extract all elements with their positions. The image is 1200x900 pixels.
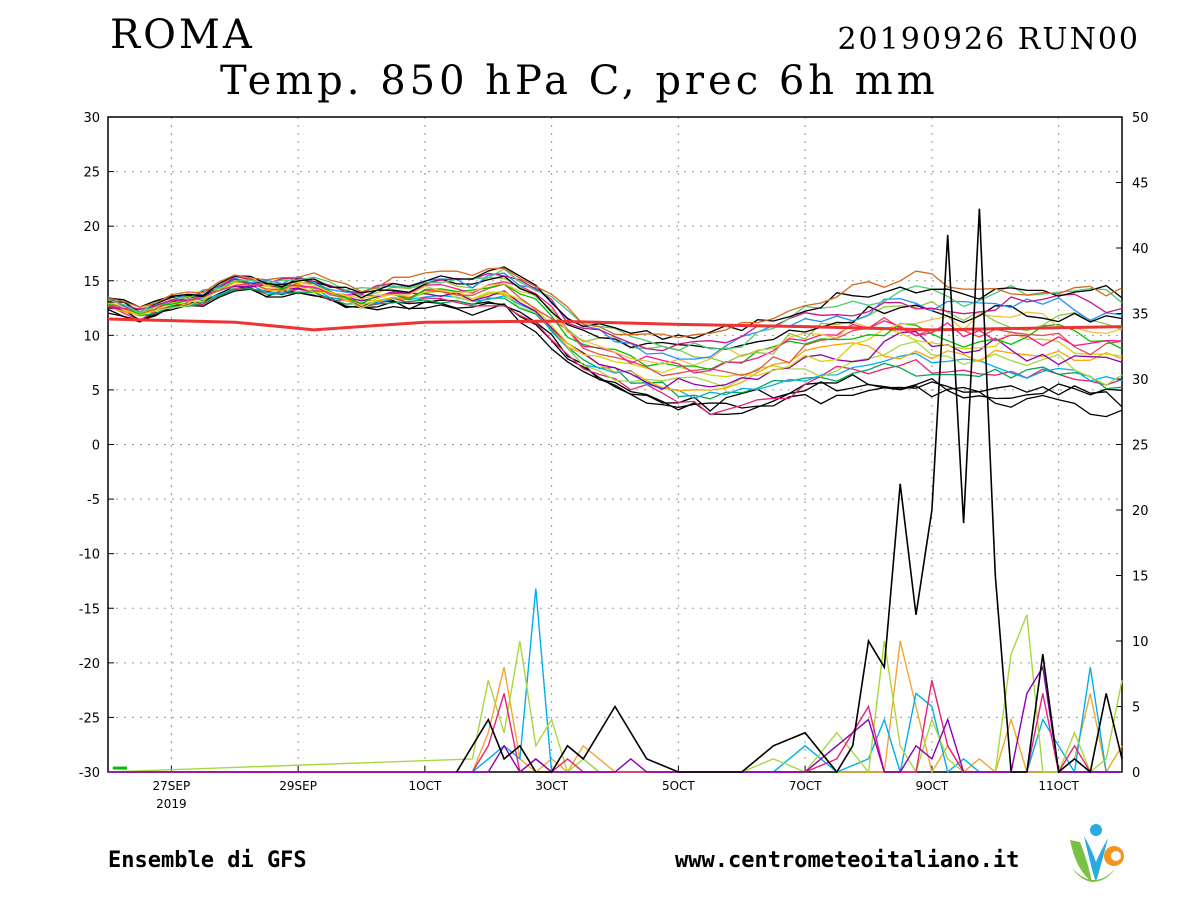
y-tick-label-right: 20 [1132, 504, 1149, 519]
y-tick-label-left: 25 [83, 166, 100, 181]
y-tick-label-left: -15 [79, 602, 100, 617]
y-tick-label-right: 25 [1132, 439, 1149, 454]
city-title: ROMA [110, 12, 255, 58]
y-tick-label-left: 5 [92, 384, 100, 399]
precip-member-line [107, 614, 1123, 774]
y-tick-label-right: 45 [1132, 177, 1149, 192]
y-tick-label-right: 50 [1132, 111, 1149, 126]
y-tick-label-left: -25 [79, 711, 100, 726]
temp-member-line [107, 272, 1123, 360]
temp-member-line [107, 267, 1123, 339]
chart-subtitle: Temp. 850 hPa C, prec 6h mm [220, 58, 939, 104]
y-tick-label-right: 40 [1132, 242, 1149, 257]
y-tick-label-right: 0 [1132, 766, 1140, 781]
x-tick-label: 7OCT [789, 779, 822, 793]
y-tick-label-right: 30 [1132, 373, 1149, 388]
vmc-logo-icon [1070, 824, 1124, 882]
temp-member-line [107, 281, 1123, 392]
x-tick-label: 3OCT [535, 779, 568, 793]
y-tick-label-left: -20 [79, 657, 100, 672]
y-tick-label-right: 10 [1132, 635, 1149, 650]
temp-member-line [107, 279, 1123, 378]
y-tick-label-left: -30 [79, 766, 100, 781]
temp-member-line [107, 286, 1123, 416]
y-tick-label-right: 5 [1132, 701, 1140, 716]
x-tick-sublabel: 2019 [156, 797, 187, 811]
y-tick-label-left: 30 [83, 111, 100, 126]
x-tick-label: 5OCT [662, 779, 695, 793]
footer-website: www.centrometeoitaliano.it [675, 848, 1020, 873]
climatology-line [107, 317, 1123, 332]
x-tick-label: 27SEP [153, 779, 191, 793]
y-tick-label-left: -10 [79, 548, 100, 563]
precip-member-line [108, 680, 1122, 774]
temp-member-line [107, 284, 1123, 400]
precip-member-line [108, 665, 1122, 774]
temp-member-line [107, 272, 1123, 352]
precip-member-line [108, 588, 1122, 775]
run-label: 20190926 RUN00 [837, 22, 1140, 57]
y-tick-label-right: 35 [1132, 308, 1149, 323]
x-tick-label: 9OCT [915, 779, 948, 793]
y-tick-label-left: 15 [83, 275, 100, 290]
footer-source: Ensemble di GFS [108, 848, 307, 873]
temp-member-line [107, 268, 1123, 352]
temp-member-line [107, 266, 1123, 340]
x-tick-label: 11OCT [1038, 779, 1079, 793]
y-tick-label-left: -5 [87, 493, 100, 508]
precip-black-line [455, 208, 1123, 774]
y-tick-label-left: 20 [83, 220, 100, 235]
y-tick-label-left: 0 [92, 439, 100, 454]
y-tick-label-left: 10 [83, 329, 100, 344]
x-tick-label: 29SEP [279, 779, 317, 793]
y-tick-label-right: 15 [1132, 570, 1149, 585]
x-tick-label: 1OCT [408, 779, 441, 793]
